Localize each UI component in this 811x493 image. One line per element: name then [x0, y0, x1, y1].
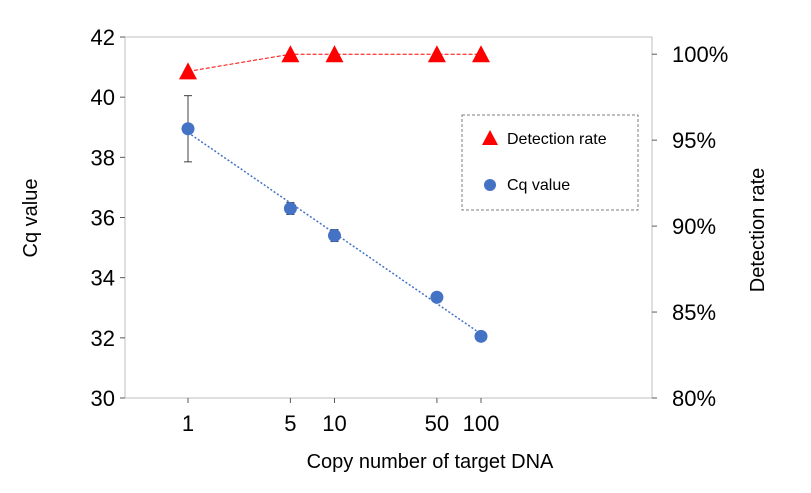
y-axis-title-left: Cq value	[20, 179, 42, 258]
detection-rate-point	[179, 62, 197, 80]
y-right-tick-label: 100%	[672, 42, 728, 67]
cq-point	[328, 229, 341, 243]
y-right-tick-label: 85%	[672, 300, 716, 325]
detection-rate-point	[281, 45, 300, 63]
legend-circle-icon	[484, 179, 496, 191]
y-left-tick-label: 40	[91, 85, 115, 110]
cq-point	[430, 290, 444, 304]
y-left-tick-label: 34	[91, 266, 115, 291]
y-left-tick-label: 32	[91, 326, 115, 351]
y-left-tick-label: 36	[91, 206, 115, 231]
cq-point	[474, 329, 488, 343]
detection-rate-point	[427, 45, 446, 63]
x-tick-label: 5	[284, 411, 296, 436]
y-right-tick-label: 80%	[672, 386, 716, 411]
cq-point	[181, 122, 195, 136]
x-axis-title: Copy number of target DNA	[307, 451, 554, 473]
legend-label-detection-rate: Detection rate	[507, 131, 607, 148]
plot-area	[124, 36, 653, 399]
y-left-tick-label: 38	[91, 145, 115, 170]
legend-label-cq-value: Cq value	[507, 177, 570, 194]
y-right-tick-label: 90%	[672, 214, 716, 239]
detection-rate-point	[325, 45, 344, 63]
legend: Detection rate Cq value	[461, 114, 639, 211]
y-axis-title-right: Detection rate	[747, 168, 769, 293]
y-right-tick-label: 95%	[672, 128, 716, 153]
legend-triangle-icon	[482, 130, 498, 145]
x-tick-label: 10	[322, 411, 346, 436]
y-left-tick-label: 42	[91, 25, 115, 50]
x-tick-label: 50	[425, 411, 449, 436]
chart-marks: 30 32 34 36 38 40 42 80% 85% 90% 95% 100% 1 5 10 50 100	[91, 25, 729, 436]
x-tick-label: 1	[182, 411, 194, 436]
x-tick-label: 100	[463, 411, 500, 436]
cq-point	[283, 201, 297, 215]
legend-box	[461, 114, 639, 211]
detection-rate-point	[472, 45, 490, 63]
y-left-tick-label: 30	[91, 386, 115, 411]
